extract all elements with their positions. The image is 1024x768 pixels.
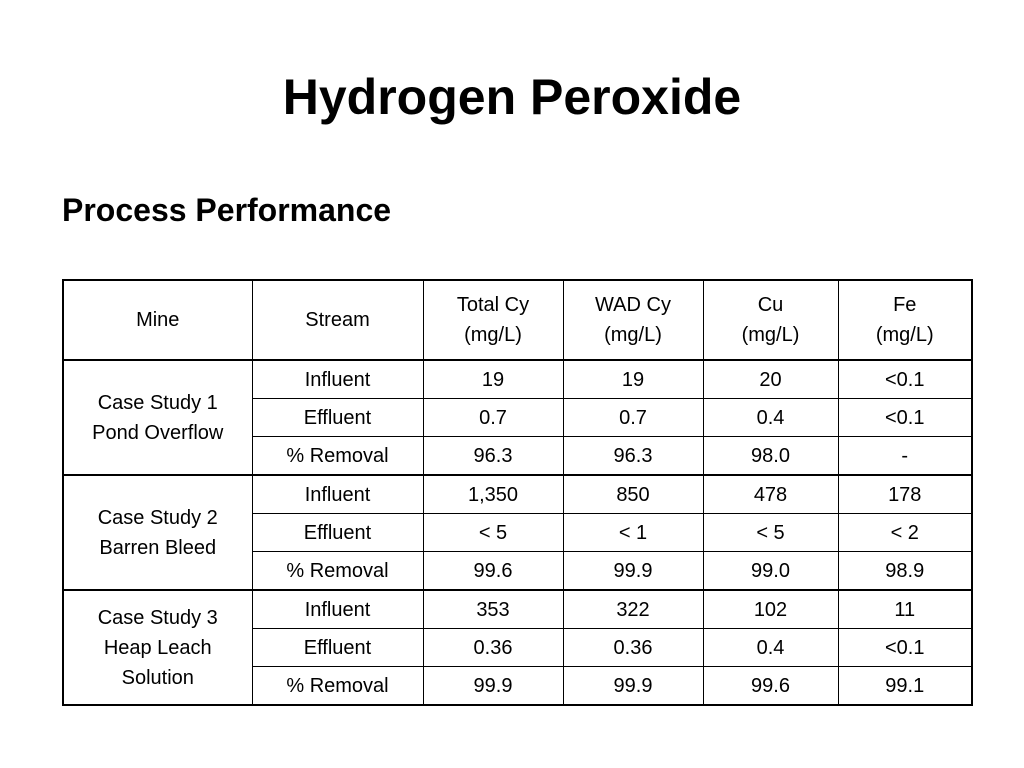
value-cell: 0.7	[422, 398, 564, 437]
value-cell: <0.1	[837, 398, 973, 437]
mine-cell: Case Study 2 Barren Bleed	[62, 474, 253, 591]
value-cell: 322	[562, 589, 704, 629]
table-header-row: Mine Stream Total Cy (mg/L) WAD Cy (mg/L) …	[62, 279, 973, 361]
value-cell: <0.1	[837, 359, 973, 399]
value-cell: 96.3	[562, 436, 704, 476]
table-row: % Removal 99.9 99.9 99.6 99.1	[63, 666, 973, 706]
value-cell: <0.1	[837, 628, 973, 667]
header-wad-cy: WAD Cy (mg/L)	[562, 279, 704, 361]
value-cell: < 5	[422, 513, 564, 552]
stream-cell: % Removal	[251, 551, 424, 591]
stream-cell: % Removal	[251, 666, 424, 706]
value-cell: 102	[702, 589, 839, 629]
value-cell: 20	[702, 359, 839, 399]
value-cell: < 2	[837, 513, 973, 552]
header-fe: Fe (mg/L)	[837, 279, 973, 361]
value-cell: < 1	[562, 513, 704, 552]
value-cell: -	[837, 436, 973, 476]
value-cell: 99.0	[702, 551, 839, 591]
value-cell: 99.9	[562, 666, 704, 706]
value-cell: 0.36	[562, 628, 704, 667]
stream-cell: Influent	[251, 589, 424, 629]
value-cell: 0.36	[422, 628, 564, 667]
table-row: Case Study 3 Heap Leach Solution Influen…	[62, 589, 973, 706]
table-row: Case Study 2 Barren Bleed Influent 1,350…	[62, 474, 973, 591]
table-row: Case Study 1 Pond Overflow Influent 19 1…	[62, 359, 973, 476]
value-cell: 99.9	[422, 666, 564, 706]
value-cell: 99.9	[562, 551, 704, 591]
mine-cell: Case Study 1 Pond Overflow	[62, 359, 253, 476]
table-row: Effluent 0.36 0.36 0.4 <0.1	[63, 628, 973, 667]
table-row: Effluent 0.7 0.7 0.4 <0.1	[63, 398, 973, 437]
value-cell: 850	[562, 474, 704, 514]
stream-cell: Effluent	[251, 513, 424, 552]
mine-cell: Case Study 3 Heap Leach Solution	[62, 589, 253, 706]
header-cu: Cu (mg/L)	[702, 279, 839, 361]
stream-cell: Effluent	[251, 398, 424, 437]
value-cell: 1,350	[422, 474, 564, 514]
value-cell: 178	[837, 474, 973, 514]
value-cell: 98.9	[837, 551, 973, 591]
stream-cell: Influent	[251, 474, 424, 514]
value-cell: 353	[422, 589, 564, 629]
section-heading: Process Performance	[62, 192, 392, 228]
value-cell: 19	[562, 359, 704, 399]
slide-title: Hydrogen Peroxide	[282, 69, 742, 125]
header-stream: Stream	[251, 279, 424, 361]
value-cell: 96.3	[422, 436, 564, 476]
value-cell: 99.6	[422, 551, 564, 591]
header-total-cy: Total Cy (mg/L)	[422, 279, 564, 361]
table-row: Effluent < 5 < 1 < 5 < 2	[63, 513, 973, 552]
value-cell: 98.0	[702, 436, 839, 476]
value-cell: 0.7	[562, 398, 704, 437]
value-cell: 19	[422, 359, 564, 399]
header-mine: Mine	[62, 279, 253, 361]
value-cell: < 5	[702, 513, 839, 552]
value-cell: 11	[837, 589, 973, 629]
value-cell: 99.6	[702, 666, 839, 706]
table-row: % Removal 96.3 96.3 98.0 -	[63, 436, 973, 476]
value-cell: 0.4	[702, 628, 839, 667]
stream-cell: % Removal	[251, 436, 424, 476]
value-cell: 478	[702, 474, 839, 514]
process-performance-table: Mine Stream Total Cy (mg/L) WAD Cy (mg/L) …	[62, 279, 973, 706]
stream-cell: Influent	[251, 359, 424, 399]
stream-cell: Effluent	[251, 628, 424, 667]
value-cell: 99.1	[837, 666, 973, 706]
value-cell: 0.4	[702, 398, 839, 437]
table-row: % Removal 99.6 99.9 99.0 98.9	[63, 551, 973, 591]
